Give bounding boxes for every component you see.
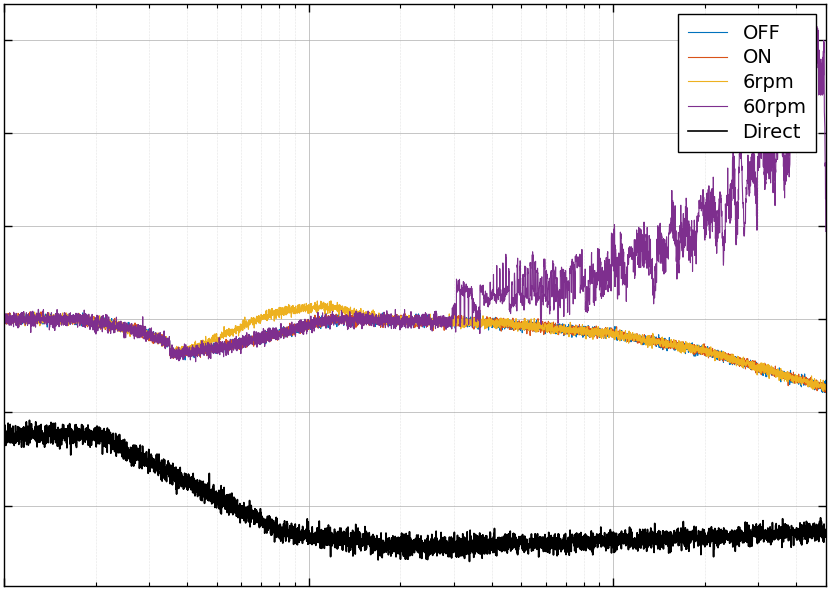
Line: Direct: Direct bbox=[4, 420, 826, 562]
OFF bbox=[149, 328, 159, 335]
60rpm bbox=[613, 295, 622, 302]
Legend: OFF, ON, 6rpm, 60rpm, Direct: OFF, ON, 6rpm, 60rpm, Direct bbox=[678, 14, 816, 152]
Line: ON: ON bbox=[4, 312, 826, 392]
6rpm bbox=[675, 344, 685, 351]
Direct bbox=[821, 527, 830, 535]
Direct bbox=[313, 539, 323, 546]
6rpm bbox=[613, 332, 622, 339]
Line: OFF: OFF bbox=[4, 310, 826, 392]
6rpm bbox=[326, 297, 336, 304]
OFF bbox=[821, 386, 830, 394]
ON bbox=[675, 341, 685, 348]
OFF bbox=[313, 314, 323, 321]
OFF bbox=[0, 314, 9, 322]
ON bbox=[821, 382, 830, 389]
6rpm bbox=[149, 334, 159, 341]
ON bbox=[36, 309, 46, 316]
Direct bbox=[492, 539, 502, 546]
60rpm bbox=[821, 228, 830, 235]
60rpm bbox=[492, 286, 502, 293]
Direct bbox=[613, 534, 622, 541]
ON bbox=[492, 314, 502, 322]
6rpm bbox=[821, 385, 830, 392]
ON bbox=[0, 316, 9, 323]
Direct bbox=[149, 456, 159, 463]
Direct bbox=[25, 417, 35, 424]
OFF bbox=[534, 322, 544, 329]
6rpm bbox=[492, 323, 502, 330]
ON bbox=[149, 335, 159, 342]
Direct bbox=[0, 424, 9, 431]
Direct bbox=[534, 537, 544, 544]
6rpm bbox=[818, 388, 828, 395]
OFF bbox=[675, 345, 685, 352]
Line: 60rpm: 60rpm bbox=[4, 27, 826, 362]
OFF bbox=[33, 306, 43, 313]
6rpm bbox=[0, 317, 9, 324]
60rpm bbox=[0, 316, 9, 323]
OFF bbox=[819, 389, 829, 396]
6rpm bbox=[534, 326, 544, 333]
ON bbox=[534, 328, 544, 335]
ON bbox=[313, 316, 323, 323]
60rpm bbox=[191, 358, 201, 365]
ON bbox=[613, 332, 622, 339]
6rpm bbox=[313, 303, 323, 310]
60rpm bbox=[149, 329, 159, 336]
OFF bbox=[613, 333, 622, 340]
Line: 6rpm: 6rpm bbox=[4, 301, 826, 391]
60rpm bbox=[313, 323, 323, 330]
OFF bbox=[492, 320, 502, 327]
60rpm bbox=[812, 23, 822, 30]
Direct bbox=[465, 558, 475, 565]
60rpm bbox=[675, 248, 685, 255]
Direct bbox=[675, 531, 685, 538]
ON bbox=[820, 389, 830, 396]
60rpm bbox=[534, 296, 544, 303]
